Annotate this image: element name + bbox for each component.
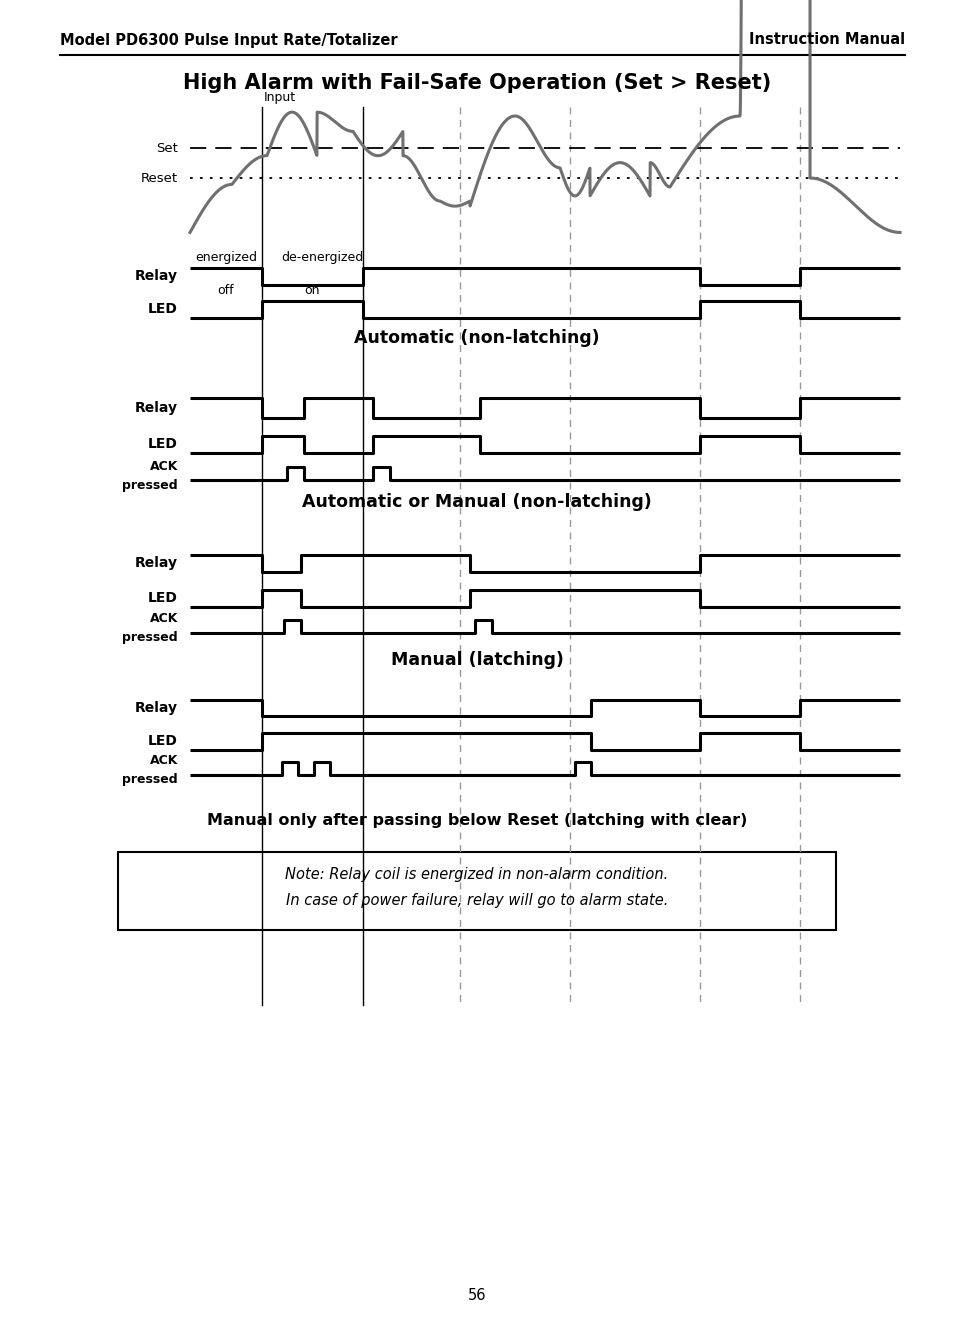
Text: ACK: ACK — [150, 755, 178, 767]
Text: Automatic or Manual (non-latching): Automatic or Manual (non-latching) — [302, 493, 651, 510]
Text: LED: LED — [148, 302, 178, 317]
Text: ACK: ACK — [150, 612, 178, 625]
Text: pressed: pressed — [122, 478, 178, 492]
Text: Input: Input — [264, 91, 295, 104]
Text: Automatic (non-latching): Automatic (non-latching) — [354, 329, 599, 347]
Text: Relay: Relay — [135, 401, 178, 415]
Text: Set: Set — [156, 142, 178, 155]
Text: LED: LED — [148, 733, 178, 748]
Text: LED: LED — [148, 591, 178, 605]
Text: 56: 56 — [467, 1288, 486, 1303]
Text: ACK: ACK — [150, 460, 178, 473]
Text: Note: Relay coil is energized in non-alarm condition.: Note: Relay coil is energized in non-ala… — [285, 867, 668, 882]
Bar — [118, 852, 835, 930]
Text: Relay: Relay — [135, 269, 178, 283]
Text: energized: energized — [194, 251, 256, 265]
Text: Model PD6300 Pulse Input Rate/Totalizer: Model PD6300 Pulse Input Rate/Totalizer — [60, 32, 397, 48]
Text: de-energized: de-energized — [280, 251, 363, 265]
Text: pressed: pressed — [122, 632, 178, 644]
Text: LED: LED — [148, 437, 178, 452]
Text: Reset: Reset — [141, 171, 178, 184]
Text: Instruction Manual: Instruction Manual — [748, 32, 904, 48]
Text: off: off — [217, 285, 234, 297]
Text: Relay: Relay — [135, 701, 178, 715]
Text: In case of power failure, relay will go to alarm state.: In case of power failure, relay will go … — [286, 892, 667, 907]
Text: Relay: Relay — [135, 556, 178, 570]
Text: Manual only after passing below Reset (latching with clear): Manual only after passing below Reset (l… — [207, 812, 746, 827]
Text: on: on — [304, 285, 319, 297]
Text: High Alarm with Fail-Safe Operation (Set > Reset): High Alarm with Fail-Safe Operation (Set… — [183, 73, 770, 94]
Text: Manual (latching): Manual (latching) — [390, 651, 563, 669]
Text: pressed: pressed — [122, 774, 178, 787]
